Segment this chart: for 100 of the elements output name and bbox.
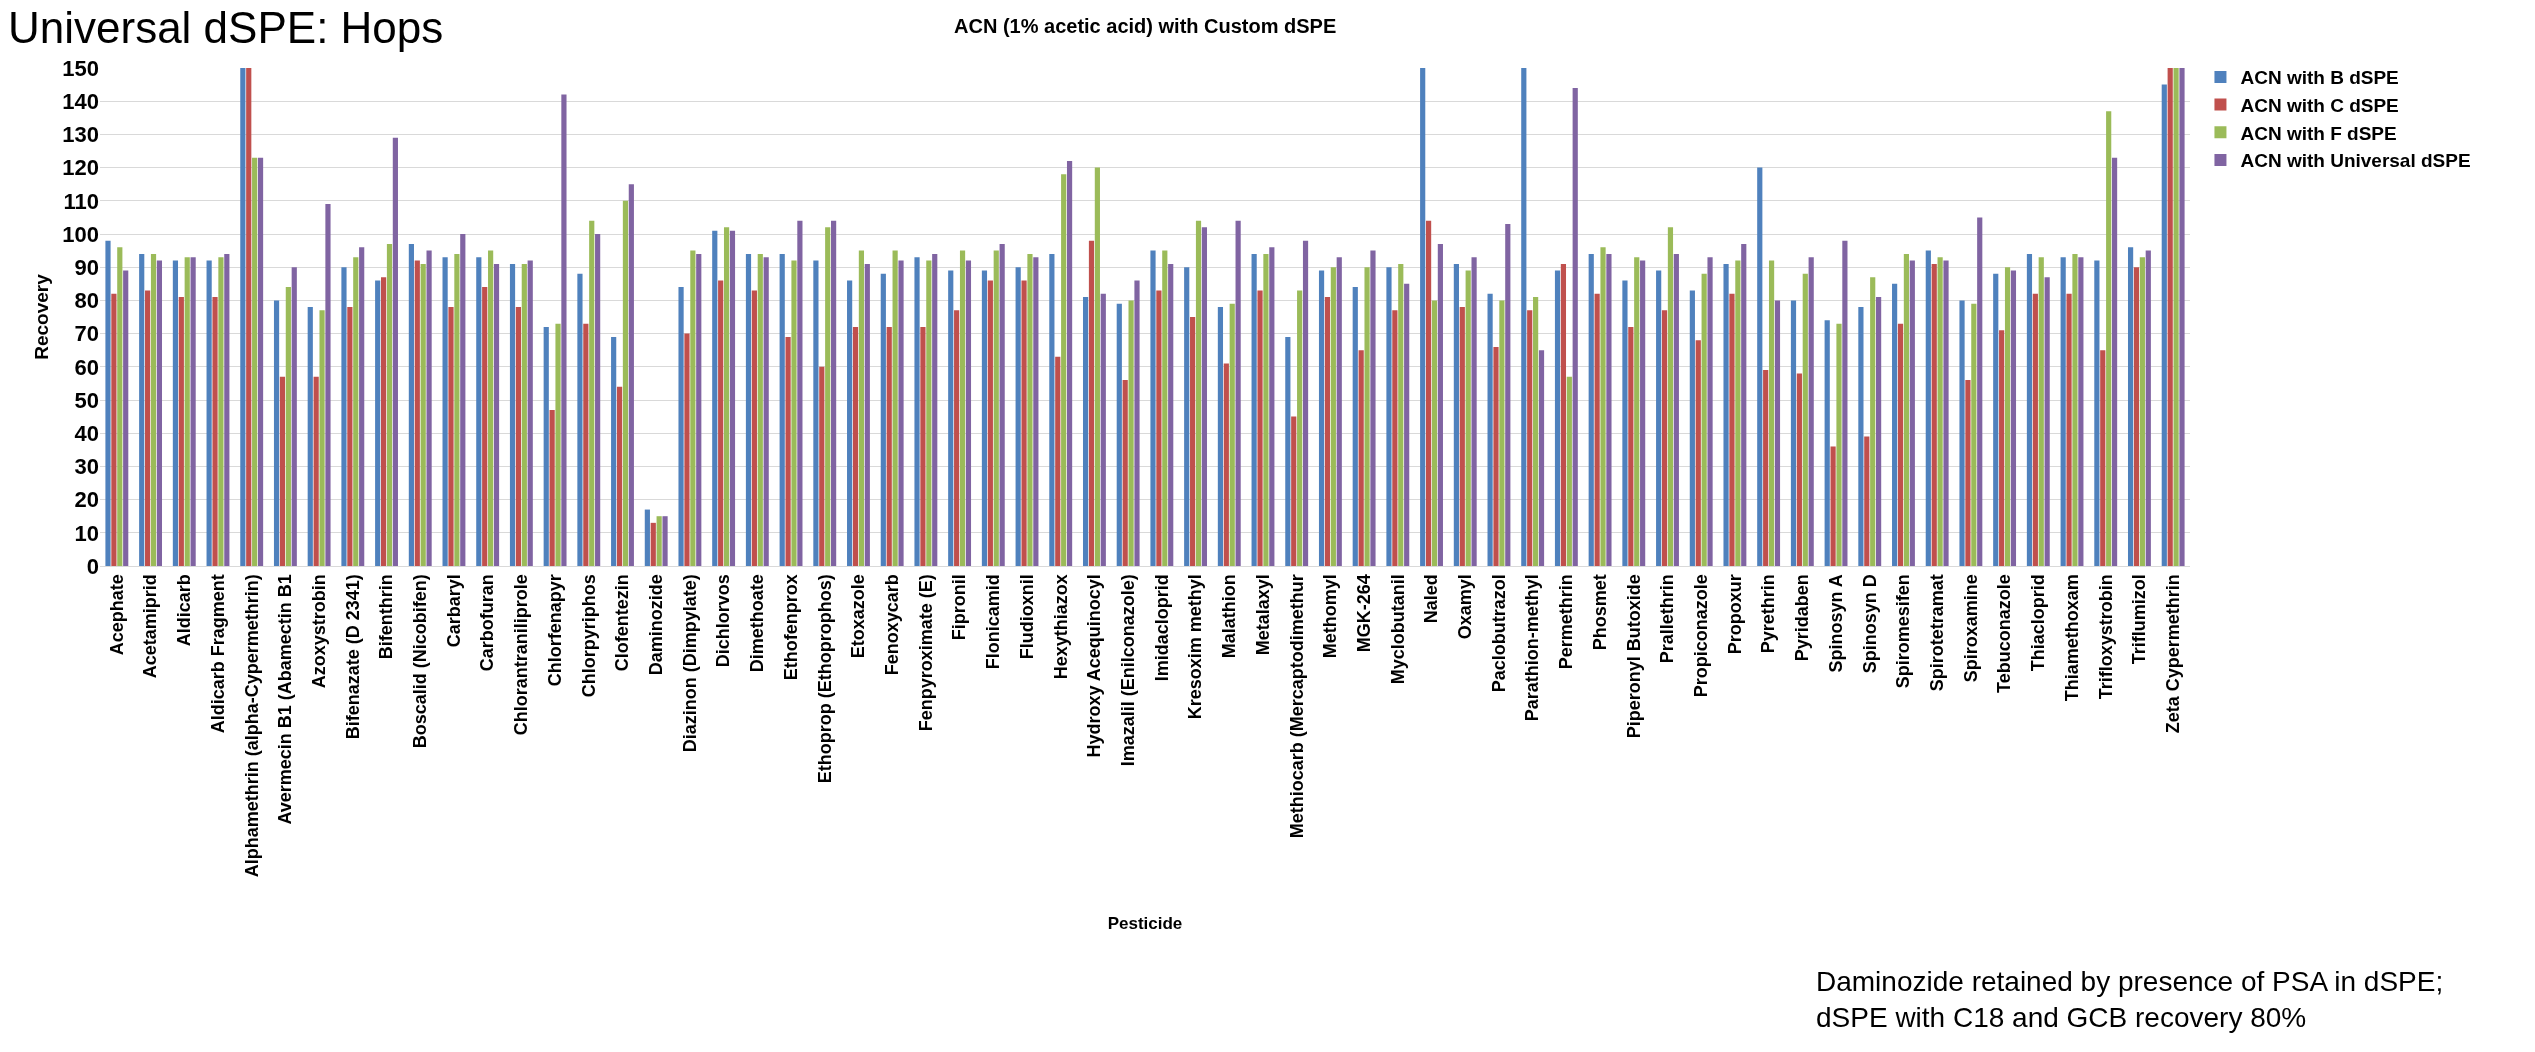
bar: [1184, 267, 1190, 566]
bar: [1420, 68, 1426, 566]
bar: [1588, 253, 1594, 566]
bar: [1735, 260, 1741, 566]
bar: [2010, 270, 2017, 566]
bar: [145, 290, 151, 566]
bar: [1217, 307, 1224, 566]
x-tick-label: Propoxur: [1724, 574, 1745, 655]
bar: [1701, 273, 1707, 566]
y-tick-label: 110: [63, 188, 99, 214]
x-tick-label: Flonicamid: [983, 574, 1004, 670]
bar: [723, 227, 730, 566]
bar: [948, 270, 954, 566]
bar: [1156, 290, 1162, 566]
bar: [291, 267, 297, 566]
bar: [493, 263, 500, 566]
bar: [2139, 257, 2145, 566]
bar: [1459, 307, 1465, 566]
x-tick-label: Carbaryl: [443, 574, 464, 648]
x-tick-label: Kresoxim methyl: [1185, 574, 1206, 720]
bar: [847, 280, 853, 566]
bar: [981, 270, 988, 566]
bar: [718, 280, 724, 566]
bar: [1554, 270, 1561, 566]
bar: [1134, 280, 1140, 566]
x-tick-label: Prallethrin: [1657, 574, 1678, 664]
x-tick-label: Propiconazole: [1691, 574, 1712, 698]
bar: [690, 250, 696, 566]
bar: [1768, 260, 1775, 566]
x-tick-label: Parathion-methyl: [1522, 574, 1543, 722]
legend-label: ACN with B dSPE: [2240, 67, 2399, 89]
bar: [1931, 263, 1937, 566]
bar: [1560, 263, 1567, 566]
bar: [2167, 68, 2173, 566]
x-tick-label: Zeta Cypermethrin: [2163, 574, 2183, 734]
x-tick-label: Fipronil: [949, 574, 970, 641]
bar: [561, 94, 567, 566]
bar: [819, 366, 825, 566]
bar: [1707, 257, 1713, 566]
bar: [2044, 277, 2050, 566]
x-tick-label: Aldicarb Fragment: [207, 574, 228, 734]
x-tick-label: Spinosyn A: [1825, 574, 1846, 673]
bar: [240, 68, 246, 566]
bar: [1471, 257, 1477, 566]
bar: [886, 326, 892, 566]
bar: [549, 409, 555, 566]
bar: [2133, 267, 2140, 566]
bar: [190, 257, 196, 566]
bar: [2060, 257, 2066, 566]
x-tick-label: Azoxystrobin: [308, 574, 329, 689]
bar: [1606, 253, 1612, 566]
bar: [2100, 350, 2106, 566]
x-tick-label: Bifenthrin: [376, 574, 397, 660]
bar: [1993, 273, 1999, 566]
bar: [577, 273, 583, 566]
bar: [1999, 330, 2005, 566]
x-tick-label: Hexythiazox: [1050, 574, 1071, 680]
bar: [1965, 380, 1971, 566]
bar: [831, 220, 837, 566]
x-tick-label: Pyrethrin: [1758, 574, 1779, 654]
bar: [987, 280, 993, 566]
bar: [178, 297, 184, 566]
bar: [319, 310, 325, 566]
bar: [117, 247, 123, 566]
bar: [1729, 293, 1735, 566]
bar: [763, 257, 769, 566]
bar: [1336, 257, 1342, 566]
bar: [1538, 350, 1545, 566]
bar: [813, 260, 819, 566]
bar: [825, 227, 831, 566]
bar: [1049, 253, 1055, 566]
bar: [1836, 323, 1842, 566]
bar: [1790, 300, 1797, 566]
bar: [386, 243, 393, 566]
bar: [2127, 247, 2134, 566]
x-tick-label: Oxamyl: [1455, 574, 1476, 640]
bar: [1229, 303, 1235, 566]
bar: [1741, 243, 1747, 566]
bar: [1082, 297, 1089, 566]
bar: [1572, 87, 1578, 566]
y-tick-label: 100: [62, 221, 99, 247]
bar: [1673, 253, 1679, 566]
x-tick-label: Alphamethrin (alpha-Cypermethrin): [241, 574, 262, 878]
bar: [156, 260, 163, 566]
bar: [353, 257, 359, 566]
bar: [1876, 297, 1882, 566]
bar: [1015, 267, 1021, 566]
bar: [279, 376, 286, 566]
x-tick-label: Aldicarb: [174, 574, 195, 647]
x-tick-label: Etoxazole: [848, 574, 869, 659]
bar: [1223, 363, 1229, 566]
bar: [1689, 290, 1695, 566]
bar: [1318, 270, 1325, 566]
bar: [442, 257, 448, 566]
bar: [172, 260, 179, 566]
bar: [2066, 293, 2072, 566]
y-tick-label: 0: [86, 553, 99, 579]
bar: [2026, 253, 2033, 566]
bar: [139, 253, 145, 566]
bar: [273, 300, 280, 566]
